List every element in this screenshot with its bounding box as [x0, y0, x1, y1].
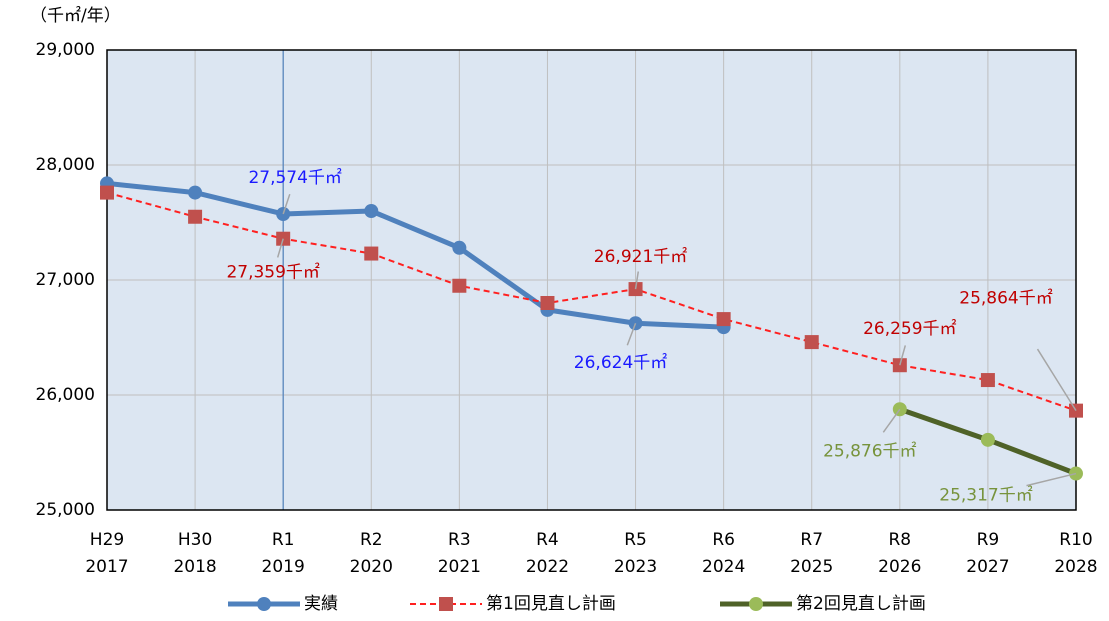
- leader-line: [882, 408, 901, 433]
- x-tick-label: 2022: [526, 557, 569, 577]
- y-tick-label: 25,000: [36, 500, 95, 520]
- x-tick-label: 2028: [1054, 557, 1097, 577]
- leader-line: [1026, 472, 1077, 487]
- x-tick-label: 2018: [173, 557, 216, 577]
- data-label: 25,317千㎡: [939, 486, 1032, 506]
- leader-line: [634, 271, 640, 290]
- marker: [452, 278, 467, 293]
- x-tick-label: 2026: [878, 557, 921, 577]
- leader-line: [899, 345, 907, 366]
- data-label: 25,864千㎡: [959, 289, 1052, 309]
- x-tick-label: 2017: [85, 557, 128, 577]
- x-tick-label: 2020: [350, 557, 393, 577]
- x-tick-label: 2025: [790, 557, 833, 577]
- y-unit-label: （千㎡/年）: [30, 6, 121, 26]
- legend-label: 第1回見直し計画: [486, 594, 616, 614]
- x-tick-label: 2019: [262, 557, 305, 577]
- x-tick-label: R6: [712, 530, 735, 550]
- leader-line: [282, 193, 291, 215]
- marker: [188, 209, 203, 224]
- series-line: [106, 180, 724, 330]
- y-tick-label: 26,000: [36, 385, 95, 405]
- legend-label: 第2回見直し計画: [796, 594, 926, 614]
- x-tick-label: 2021: [438, 557, 481, 577]
- marker: [980, 432, 995, 447]
- y-tick-label: 27,000: [36, 270, 95, 290]
- data-label: 27,574千㎡: [248, 168, 341, 188]
- leader-line: [276, 238, 284, 258]
- y-tick-label: 29,000: [36, 40, 95, 60]
- marker: [188, 185, 203, 200]
- legend-marker: [257, 597, 271, 611]
- data-label: 26,624千㎡: [574, 353, 667, 373]
- y-tick-label: 28,000: [36, 155, 95, 175]
- plot-border: [106, 49, 1077, 511]
- marker: [540, 296, 555, 310]
- legend-marker: [439, 597, 453, 611]
- marker: [452, 240, 467, 255]
- x-tick-label: R3: [448, 530, 471, 550]
- marker: [804, 335, 819, 350]
- marker: [364, 246, 379, 261]
- x-tick-label: R8: [888, 530, 911, 550]
- x-tick-label: 2027: [966, 557, 1009, 577]
- series-line: [106, 191, 1077, 412]
- legend-label: 実績: [304, 594, 338, 614]
- x-tick-label: R7: [800, 530, 823, 550]
- x-tick-label: H30: [178, 530, 212, 550]
- data-label: 26,259千㎡: [863, 319, 956, 339]
- leader-line: [1036, 348, 1077, 412]
- legend-marker: [749, 597, 763, 611]
- x-tick-label: R4: [536, 530, 559, 550]
- data-label: 25,876千㎡: [823, 441, 916, 461]
- data-label: 26,921千㎡: [594, 247, 687, 267]
- x-tick-label: R9: [977, 530, 1000, 550]
- leader-line: [626, 322, 637, 346]
- marker: [100, 185, 114, 200]
- data-label: 27,359千㎡: [226, 263, 319, 283]
- x-tick-label: H29: [90, 530, 124, 550]
- marker: [364, 204, 379, 218]
- x-tick-label: R10: [1059, 530, 1092, 550]
- x-tick-label: R2: [360, 530, 383, 550]
- marker: [716, 312, 731, 327]
- x-tick-label: R1: [272, 530, 295, 550]
- x-tick-label: 2023: [614, 557, 657, 577]
- x-tick-label: R5: [624, 530, 647, 550]
- marker: [980, 373, 995, 388]
- x-tick-label: 2024: [702, 557, 745, 577]
